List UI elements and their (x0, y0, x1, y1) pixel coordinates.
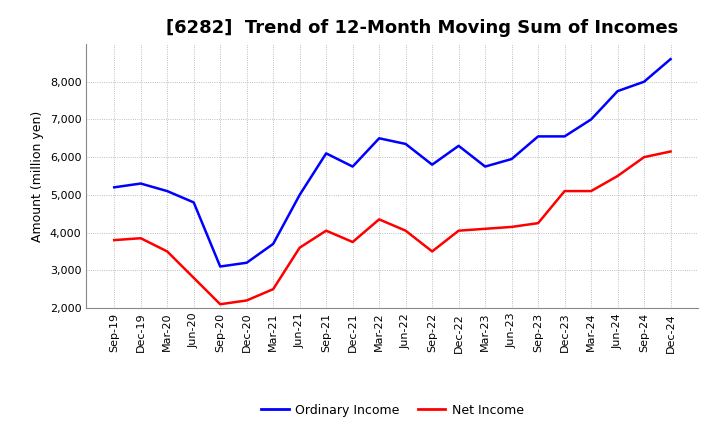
Ordinary Income (243, 260, 251, 265)
Ordinary Income (216, 264, 225, 269)
Net Income (560, 188, 569, 194)
Net Income (481, 226, 490, 231)
Ordinary Income (587, 117, 595, 122)
Y-axis label: Amount (million yen): Amount (million yen) (32, 110, 45, 242)
Line: Ordinary Income: Ordinary Income (114, 59, 670, 267)
Net Income (508, 224, 516, 230)
Text: [6282]  Trend of 12-Month Moving Sum of Incomes: [6282] Trend of 12-Month Moving Sum of I… (166, 19, 678, 37)
Ordinary Income (269, 241, 277, 246)
Net Income (401, 228, 410, 233)
Ordinary Income (136, 181, 145, 186)
Ordinary Income (375, 136, 384, 141)
Ordinary Income (428, 162, 436, 167)
Net Income (243, 298, 251, 303)
Ordinary Income (163, 188, 171, 194)
Ordinary Income (666, 56, 675, 62)
Ordinary Income (348, 164, 357, 169)
Net Income (534, 220, 542, 226)
Ordinary Income (560, 134, 569, 139)
Net Income (110, 238, 119, 243)
Ordinary Income (481, 164, 490, 169)
Net Income (587, 188, 595, 194)
Ordinary Income (110, 185, 119, 190)
Ordinary Income (508, 156, 516, 161)
Net Income (163, 249, 171, 254)
Ordinary Income (613, 88, 622, 94)
Net Income (640, 154, 649, 160)
Net Income (189, 275, 198, 280)
Net Income (454, 228, 463, 233)
Net Income (375, 217, 384, 222)
Ordinary Income (189, 200, 198, 205)
Ordinary Income (534, 134, 542, 139)
Line: Net Income: Net Income (114, 151, 670, 304)
Net Income (269, 286, 277, 292)
Ordinary Income (401, 141, 410, 147)
Ordinary Income (322, 151, 330, 156)
Legend: Ordinary Income, Net Income: Ordinary Income, Net Income (256, 399, 528, 422)
Net Income (613, 173, 622, 179)
Net Income (666, 149, 675, 154)
Ordinary Income (640, 79, 649, 84)
Ordinary Income (295, 192, 304, 198)
Net Income (216, 301, 225, 307)
Net Income (322, 228, 330, 233)
Net Income (428, 249, 436, 254)
Net Income (348, 239, 357, 245)
Net Income (136, 235, 145, 241)
Ordinary Income (454, 143, 463, 148)
Net Income (295, 245, 304, 250)
